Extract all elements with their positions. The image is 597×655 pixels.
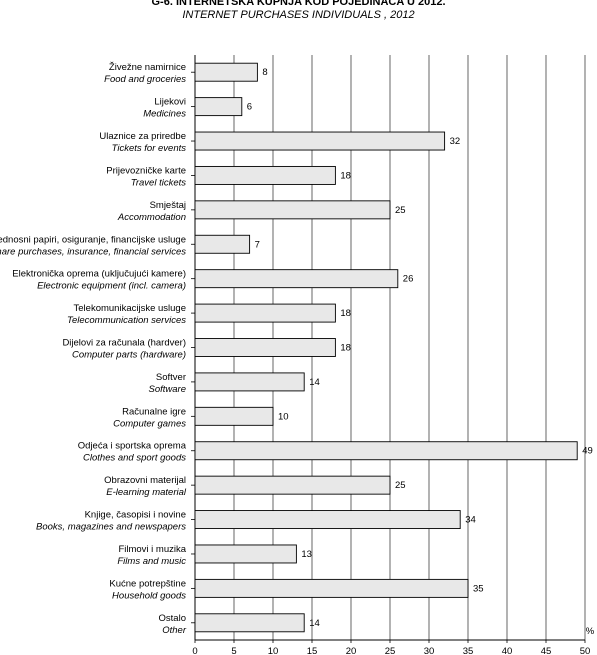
- category-label-hr: Smještaj: [150, 200, 186, 211]
- data-label: 49: [582, 446, 593, 457]
- category-label-hr: Odjeća i sportska oprema: [78, 441, 187, 452]
- category-label-en: Films and music: [117, 556, 186, 567]
- category-label-en: Household goods: [112, 590, 186, 601]
- data-label: 18: [340, 170, 351, 181]
- data-label: 8: [262, 67, 267, 78]
- bar: [194, 269, 399, 289]
- data-label: 25: [395, 480, 406, 491]
- x-tick-label: 0: [192, 646, 197, 655]
- data-label: 10: [278, 411, 289, 422]
- data-label: 34: [465, 515, 476, 526]
- bar: [194, 441, 578, 461]
- x-tick-label: 25: [385, 646, 396, 655]
- data-label: 14: [309, 377, 320, 388]
- category-label-en: Telecommunication services: [67, 315, 186, 326]
- bar: [194, 165, 336, 185]
- bar: [194, 131, 446, 151]
- bar: [194, 613, 305, 633]
- x-tick-label: 15: [307, 646, 318, 655]
- category-label-en: Electronic equipment (incl. camera): [37, 281, 186, 292]
- chart-subtitle: INTERNET PURCHASES INDIVIDUALS , 2012: [182, 9, 415, 21]
- category-label-hr: Dijelovi za računala (hardver): [62, 338, 186, 349]
- data-label: 13: [301, 549, 312, 560]
- data-label: 32: [450, 136, 461, 147]
- data-label: 26: [403, 274, 414, 285]
- category-label-hr: Kućne potrepštine: [109, 578, 186, 589]
- category-label-en: Computer games: [113, 418, 186, 429]
- bar: [194, 303, 336, 323]
- category-label-hr: Ostalo: [159, 613, 186, 624]
- data-label: 14: [309, 618, 320, 629]
- bar: [194, 578, 469, 598]
- x-axis-unit-label: %: [586, 626, 595, 637]
- data-label: 18: [340, 308, 351, 319]
- bar: [194, 338, 336, 357]
- category-label-hr: Računalne igre: [122, 406, 186, 417]
- category-label-hr: Filmovi i muzika: [118, 544, 186, 555]
- bar: [194, 234, 251, 254]
- x-tick-label: 45: [541, 646, 552, 655]
- x-tick-label: 35: [463, 646, 474, 655]
- bar: [194, 475, 391, 495]
- category-label-en: Computer parts (hardware): [72, 350, 186, 361]
- category-label-en: Travel tickets: [131, 177, 187, 188]
- bar: [194, 406, 274, 426]
- category-label-hr: Prijevozničke karte: [106, 165, 186, 176]
- category-label-hr: Ulaznice za priredbe: [99, 131, 186, 142]
- category-label-hr: Knjige, časopisi i novine: [85, 510, 186, 521]
- bar: [194, 97, 243, 117]
- data-label: 35: [473, 583, 484, 594]
- category-label-hr: Vrijednosni papiri, osiguranje, financij…: [0, 234, 186, 245]
- category-label-en: Software: [149, 384, 187, 395]
- data-label: 6: [247, 102, 252, 113]
- bar: [194, 200, 391, 220]
- category-label-en: Share purchases, insurance, financial se…: [0, 246, 186, 257]
- category-label-en: Other: [162, 625, 187, 636]
- category-label-en: Books, magazines and newspapers: [36, 522, 186, 533]
- data-label: 7: [255, 239, 260, 250]
- category-label-hr: Živežne namirnice: [109, 62, 186, 73]
- chart-title: G-6. INTERNETSKA KUPNJA KOD POJEDINACA U…: [151, 0, 446, 8]
- x-tick-label: 30: [424, 646, 435, 655]
- category-label-hr: Obrazovni materijal: [104, 475, 186, 486]
- category-label-en: Tickets for events: [112, 143, 187, 154]
- x-tick-label: 20: [346, 646, 357, 655]
- x-tick-label: 10: [268, 646, 279, 655]
- bar: [194, 372, 305, 392]
- category-label-en: Medicines: [143, 109, 186, 120]
- bar: [194, 510, 461, 530]
- data-label: 25: [395, 205, 406, 216]
- category-label-hr: Softver: [156, 372, 186, 383]
- data-label: 18: [340, 343, 351, 354]
- category-label-en: E-learning material: [106, 487, 187, 498]
- bar: [194, 544, 297, 564]
- category-label-hr: Elektronička oprema (uključujući kamere): [12, 269, 186, 280]
- category-label-hr: Lijekovi: [154, 97, 186, 108]
- x-tick-label: 40: [502, 646, 513, 655]
- x-tick-label: 50: [580, 646, 591, 655]
- bar: [194, 62, 258, 82]
- x-tick-label: 5: [231, 646, 236, 655]
- category-label-hr: Telekomunikacijske usluge: [74, 303, 186, 314]
- category-label-en: Accommodation: [117, 212, 186, 223]
- category-label-en: Food and groceries: [104, 74, 186, 85]
- category-label-en: Clothes and sport goods: [83, 453, 186, 464]
